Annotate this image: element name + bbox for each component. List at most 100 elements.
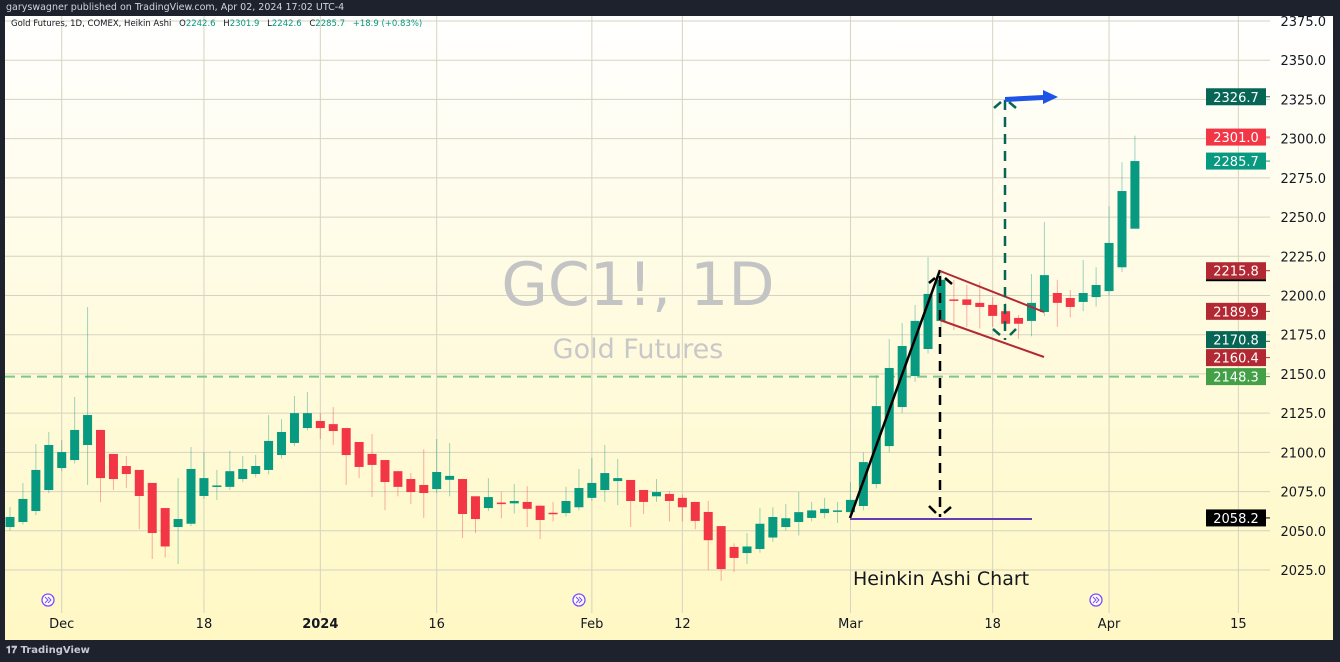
candle-body [535, 505, 545, 520]
candle [289, 395, 299, 447]
candle-body [160, 508, 170, 547]
candle [432, 439, 442, 494]
candle-body [483, 497, 493, 509]
candle-body [639, 490, 649, 502]
candle-body [186, 468, 196, 524]
price-tick-label: 2150.0 [1281, 368, 1327, 383]
flag-upper-line[interactable] [939, 270, 1045, 313]
candle-body [134, 469, 144, 496]
time-tick-label: 18 [984, 617, 1001, 632]
candle [5, 506, 15, 531]
candle-body [225, 471, 235, 487]
footer: 𝟏𝟕 TradingView [0, 640, 1340, 662]
event-icon[interactable] [572, 593, 586, 607]
candle-body [833, 510, 843, 512]
candle [600, 444, 610, 502]
candle-body [1026, 302, 1036, 321]
candle [483, 478, 493, 512]
candle-body [1001, 311, 1011, 324]
candle [96, 429, 106, 503]
flagpole-trend-line[interactable] [848, 269, 942, 519]
candle-body [315, 420, 325, 429]
close-label: C [309, 19, 316, 29]
candle [302, 391, 312, 431]
price-label-text: 2170.8 [1213, 334, 1259, 349]
annotation-text[interactable]: Heinkin Ashi Chart [853, 568, 1029, 590]
candle-body [781, 518, 791, 528]
time-tick-label: 15 [1230, 617, 1247, 632]
candle [1104, 206, 1114, 296]
candle [108, 453, 118, 491]
candle-body [949, 299, 959, 301]
time-tick-label: 18 [196, 617, 213, 632]
candle-body [716, 526, 726, 570]
price-axis-ticks: 2025.0 2050.0 2075.0 2100.0 2125.0 2150.0 2175… [1281, 15, 1327, 579]
candle [367, 434, 377, 498]
price-label-background [1206, 302, 1266, 320]
candle-body [289, 413, 299, 443]
drawings[interactable] [848, 90, 1058, 520]
candle [354, 442, 364, 479]
price-label-tag: 2170.8 [1206, 331, 1266, 349]
candle [768, 507, 778, 542]
candle-body [729, 546, 739, 558]
event-icon[interactable] [41, 593, 55, 607]
watermark: GC1!, 1D Gold Futures [501, 250, 774, 365]
price-label-tag: 2148.3 [1206, 368, 1266, 386]
price-label-text: 2058.2 [1213, 512, 1259, 527]
candle [949, 279, 959, 331]
candle-body [845, 499, 855, 513]
candle [470, 496, 480, 533]
candle [509, 483, 519, 514]
time-tick-label: Dec [49, 617, 74, 632]
candle-body [173, 519, 183, 528]
candle [458, 479, 468, 539]
target-measure-top-arrow-icon [993, 101, 1017, 109]
candle-body [1065, 298, 1075, 307]
candle [225, 450, 235, 491]
candle [31, 444, 41, 516]
time-tick-label: Feb [580, 617, 603, 632]
price-tick-label: 2275.0 [1281, 172, 1327, 187]
time-axis-ticks: Dec 18 2024 16 Feb 12 Mar 18 Apr 15 [49, 617, 1246, 632]
candle-body [147, 482, 157, 533]
price-label-tag: 2189.9 [1206, 302, 1266, 320]
event-icon[interactable] [1089, 593, 1103, 607]
tradingview-logo[interactable]: 𝟏𝟕 TradingView [6, 645, 90, 656]
candle [613, 458, 623, 506]
price-tick-label: 2350.0 [1281, 54, 1327, 69]
price-label-text: 2215.8 [1213, 265, 1259, 280]
candle [134, 469, 144, 530]
price-label-text: 2285.7 [1213, 155, 1259, 170]
candle-body [1091, 284, 1101, 298]
blue-arrow-icon[interactable] [1005, 90, 1058, 104]
price-label-background [1206, 509, 1266, 527]
candle [833, 501, 843, 523]
candle-body [1039, 275, 1049, 312]
candle-body [251, 466, 261, 475]
candle [626, 479, 636, 528]
right-border [1333, 16, 1340, 640]
candle [1014, 314, 1024, 339]
candle [445, 442, 455, 497]
candle-body [496, 502, 506, 505]
candle-body [432, 471, 442, 490]
candle-body [600, 473, 610, 491]
candle-body [238, 468, 248, 480]
candle-body [83, 415, 93, 445]
chart-background [5, 16, 1333, 640]
event-markers[interactable] [41, 593, 1103, 607]
flag-lower-line[interactable] [939, 319, 1045, 358]
candle-body [690, 501, 700, 521]
candle [160, 508, 170, 558]
candle-body [31, 469, 41, 512]
price-label-tag: 2285.7 [1206, 152, 1266, 170]
symbol-legend[interactable]: Gold Futures, 1D, COMEX, Heikin Ashi O22… [11, 19, 422, 29]
candle-body [406, 479, 416, 493]
candle-body [1052, 292, 1062, 303]
candle [419, 449, 429, 518]
candle-body [923, 293, 933, 349]
price-label-tag: 2215.8 [1206, 262, 1266, 280]
price-tick-label: 2225.0 [1281, 250, 1327, 265]
